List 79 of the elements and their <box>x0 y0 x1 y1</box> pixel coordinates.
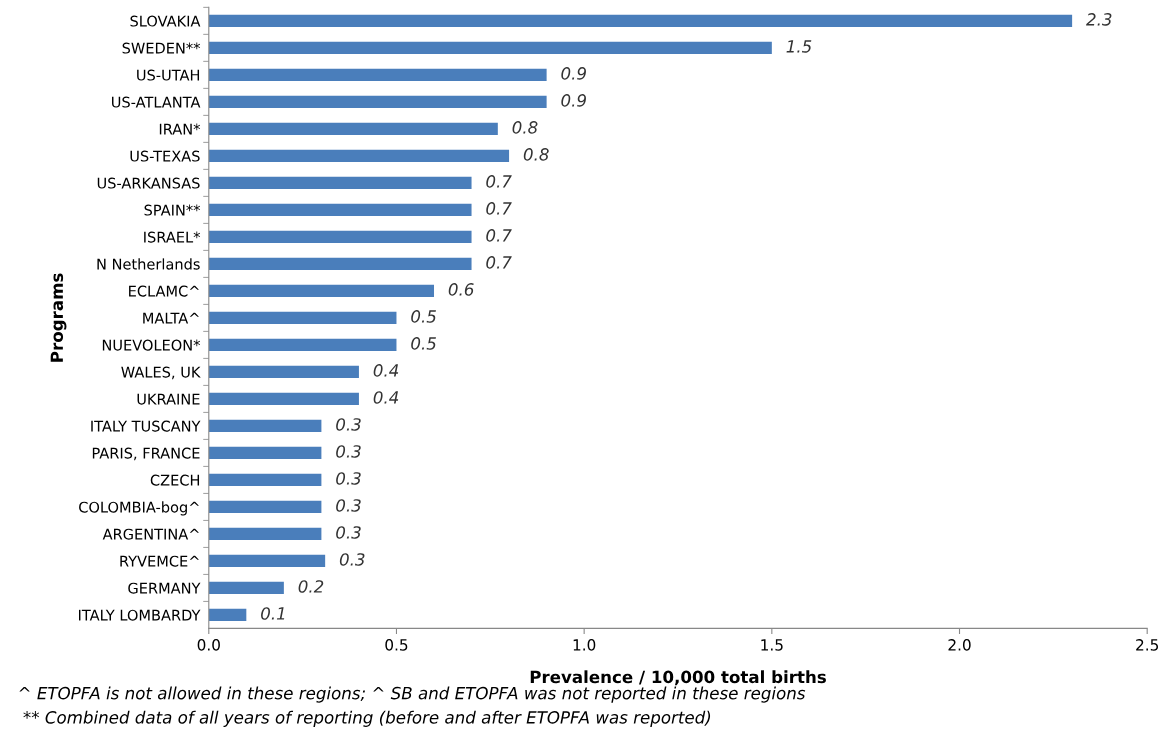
y-tick-label: US-TEXAS <box>130 150 200 162</box>
y-tick-label: US-ATLANTA <box>112 96 201 108</box>
data-label: 0.3 <box>336 499 361 512</box>
x-tick-label: 2.0 <box>948 639 971 651</box>
y-tick-label: GERMANY <box>128 582 201 594</box>
bar <box>208 338 397 351</box>
x-axis-title: Prevalence / 10,000 total births <box>530 670 826 686</box>
bar <box>208 581 284 594</box>
data-label: 0.3 <box>336 418 361 431</box>
bar <box>208 122 498 135</box>
data-label: 0.3 <box>336 472 361 485</box>
y-tick-label: ITALY TUSCANY <box>91 420 201 432</box>
y-tick-label: IRAN* <box>159 123 201 135</box>
y-tick-label: COLOMBIA-bog^ <box>79 501 199 516</box>
bar <box>208 41 772 54</box>
y-tick-label: US-ARKANSAS <box>97 177 200 189</box>
bar <box>208 608 247 621</box>
bar <box>208 149 510 162</box>
y-tick-label: CZECH <box>150 474 200 486</box>
y-tick-label: ITALY LOMBARDY <box>78 609 201 621</box>
text: ** Combined data of all years of reporting (before and after ETOPFA was reported) <box>23 710 711 727</box>
data-label: 0.3 <box>339 553 365 566</box>
data-label: 0.3 <box>336 445 361 458</box>
data-label: 0.8 <box>512 121 538 134</box>
y-tick-label: WALES, UK <box>121 366 201 380</box>
y-tick-label: RYVEMCE^ <box>120 555 199 567</box>
data-label: 0.7 <box>486 175 512 188</box>
data-label: 0.3 <box>336 526 361 539</box>
data-label: 0.7 <box>486 256 512 269</box>
data-label: 0.4 <box>373 391 399 404</box>
data-label: 0.2 <box>298 580 324 593</box>
data-label: 0.1 <box>261 607 285 620</box>
text: ^ ETOPFA is not allowed in these regions; ^ SB and ETOPFA was not reported in these regions <box>19 686 806 703</box>
data-label: 0.6 <box>448 283 474 296</box>
data-label: 0.4 <box>373 364 399 377</box>
bar <box>208 446 322 459</box>
y-tick-label: UKRAINE <box>137 393 200 405</box>
bar <box>208 392 359 405</box>
data-label: 0.7 <box>486 229 512 242</box>
data-label: 0.9 <box>561 94 586 107</box>
y-tick-label: US-UTAH <box>137 69 200 81</box>
x-tick-label: 0.0 <box>197 639 220 651</box>
bar <box>208 95 547 108</box>
bar <box>208 230 472 243</box>
y-tick-label: N Netherlands <box>97 258 200 270</box>
bar <box>208 203 472 216</box>
y-tick-label: ISRAEL* <box>144 231 201 243</box>
y-tick-label: ARGENTINA^ <box>102 528 199 540</box>
y-tick-label: MALTA^ <box>143 312 199 324</box>
bar <box>208 284 435 297</box>
bar <box>208 473 322 486</box>
y-tick-label: SLOVAKIA <box>130 15 201 27</box>
bar <box>208 365 359 378</box>
data-label: 0.5 <box>411 337 436 350</box>
data-label: 1.5 <box>786 40 812 53</box>
data-label: 0.8 <box>523 148 549 161</box>
x-tick-label: 1.0 <box>573 639 596 651</box>
y-axis-title: Programs <box>50 273 67 362</box>
x-tick-label: 1.5 <box>761 639 783 651</box>
y-tick-label: PARIS, FRANCE <box>92 447 200 461</box>
data-label: 2.3 <box>1086 13 1112 26</box>
bar <box>208 257 472 270</box>
y-tick-label: ECLAMC^ <box>129 285 199 297</box>
data-label: 0.5 <box>411 310 436 323</box>
bar <box>208 554 326 567</box>
data-label: 0.9 <box>561 67 586 80</box>
bar <box>208 68 547 81</box>
bar <box>208 311 397 324</box>
y-tick-label: SPAIN** <box>144 204 201 216</box>
bar <box>208 14 1073 27</box>
bar <box>208 419 322 432</box>
bar <box>208 527 322 540</box>
y-tick-label: NUEVOLEON* <box>102 339 201 351</box>
bar <box>208 176 472 189</box>
bar <box>208 500 322 513</box>
data-label: 0.7 <box>486 202 512 215</box>
y-tick-label: SWEDEN** <box>122 42 201 54</box>
x-tick-label: 2.5 <box>1136 639 1159 651</box>
x-tick-label: 0.5 <box>385 639 408 651</box>
